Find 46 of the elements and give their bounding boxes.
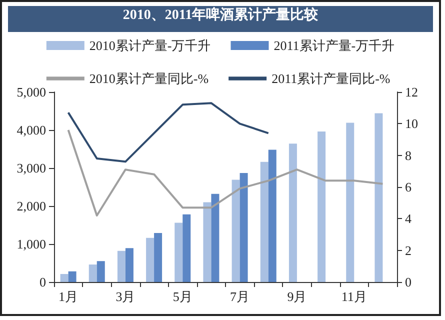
bar: [318, 132, 326, 282]
y2-tick-label: 10: [405, 116, 418, 132]
y2-tick-label: 4: [405, 211, 412, 226]
x-tick-label: 11月: [341, 289, 367, 304]
bar: [288, 144, 297, 282]
bar: [240, 172, 248, 282]
x-tick-label: 5月: [172, 289, 192, 304]
bar: [68, 271, 76, 282]
y-tick-label: 0: [40, 274, 46, 290]
bar: [232, 180, 240, 282]
bar: [117, 250, 126, 282]
legend-label: 2011累计产量同比-%: [272, 71, 390, 86]
bar: [211, 194, 220, 282]
y2-tick-label: 12: [405, 84, 418, 100]
bar: [203, 202, 212, 282]
y-tick-label: 3,000: [16, 160, 46, 176]
bar: [60, 274, 68, 282]
y2-tick-label: 0: [405, 274, 412, 290]
y-tick-label: 4,000: [16, 122, 46, 138]
x-tick-label: 7月: [230, 289, 250, 304]
bar: [125, 248, 134, 282]
legend-label: 2011累计产量-万千升: [274, 38, 395, 53]
legend-label: 2010累计产量-万千升: [89, 38, 211, 53]
y-tick-label: 1,000: [16, 236, 46, 252]
y2-tick-label: 2: [405, 242, 412, 258]
bar: [182, 214, 191, 282]
legend-label: 2010累计产量同比-%: [89, 71, 209, 86]
line-series: [67, 129, 384, 216]
bar: [374, 113, 383, 282]
bar: [174, 222, 183, 282]
x-tick-label: 9月: [287, 289, 307, 304]
bar: [346, 122, 354, 282]
bar: [260, 162, 268, 282]
y-tick-label: 2,000: [16, 198, 46, 214]
bar: [146, 238, 154, 282]
x-tick-label: 1月: [58, 289, 78, 304]
y2-tick-label: 6: [405, 180, 412, 194]
x-tick-label: 3月: [116, 289, 136, 304]
bar: [154, 232, 162, 282]
bar: [88, 264, 97, 282]
chart-title: 2010、2011年啤酒累计产量比较: [8, 6, 433, 32]
line-series: [67, 102, 270, 163]
bar: [96, 261, 105, 282]
y2-tick-label: 8: [405, 148, 412, 163]
y-tick-label: 5,000: [16, 84, 46, 100]
bar: [268, 150, 276, 282]
